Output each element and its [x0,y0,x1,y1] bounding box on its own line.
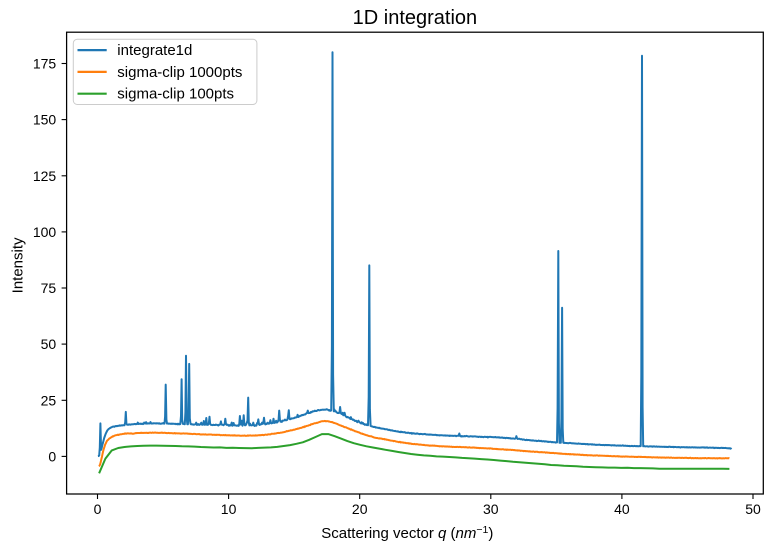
svg-text:75: 75 [41,280,57,296]
svg-text:Scattering vector q (nm−1): Scattering vector q (nm−1) [321,524,493,542]
svg-text:30: 30 [483,501,499,517]
svg-text:125: 125 [33,168,57,184]
svg-text:150: 150 [33,112,57,128]
svg-text:40: 40 [614,501,630,517]
svg-text:sigma-clip 1000pts: sigma-clip 1000pts [117,64,242,81]
svg-text:Intensity: Intensity [10,237,27,293]
svg-text:20: 20 [352,501,368,517]
svg-text:10: 10 [221,501,237,517]
svg-text:50: 50 [745,501,761,517]
svg-text:25: 25 [41,392,57,408]
svg-text:0: 0 [48,448,56,464]
svg-text:sigma-clip 100pts: sigma-clip 100pts [117,86,234,103]
svg-text:50: 50 [41,336,57,352]
svg-text:integrate1d: integrate1d [117,42,192,59]
svg-text:1D integration: 1D integration [353,7,478,29]
svg-text:0: 0 [94,501,102,517]
svg-text:100: 100 [33,224,57,240]
svg-text:175: 175 [33,56,57,72]
